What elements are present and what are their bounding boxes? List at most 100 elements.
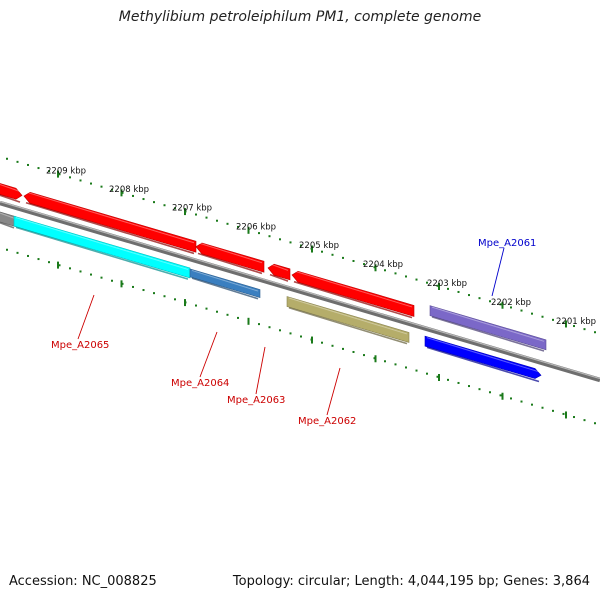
scale-dot [79, 179, 82, 182]
gene-feature[interactable] [291, 270, 415, 319]
scale-dot [258, 323, 260, 326]
scale-dot [153, 201, 155, 204]
label-leader-line [491, 247, 505, 297]
gene-feature[interactable] [267, 263, 291, 282]
scale-dot [541, 315, 544, 318]
scale-dot [394, 272, 397, 275]
gene-label-mpe-a2061[interactable]: Mpe_A2061 [478, 238, 536, 249]
gene-highlight [25, 191, 195, 244]
kbp-label: 2208 kbp [109, 185, 149, 195]
scale-dot [100, 185, 103, 188]
gene-shadow [293, 280, 413, 319]
scale-dot [163, 204, 166, 207]
kbp-label: 2203 kbp [427, 279, 467, 289]
scale-dot [489, 391, 491, 394]
scale-dot [111, 279, 113, 282]
genome-backbone [0, 200, 600, 383]
scale-dot [163, 295, 166, 298]
gene-shadow [288, 306, 408, 345]
scale-dot [27, 163, 29, 166]
gene-label-mpe-a2062[interactable]: Mpe_A2062 [298, 416, 356, 427]
scale-dot [352, 350, 355, 353]
scale-dot [541, 406, 544, 409]
scale-dot [132, 285, 134, 288]
kbp-label: 2201 kbp [556, 317, 596, 327]
scale-dot [363, 354, 365, 357]
gene-body[interactable] [23, 192, 197, 253]
scale-dot [321, 341, 323, 344]
scale-dot [468, 385, 470, 388]
scale-dot [478, 388, 481, 391]
scale-dot [174, 298, 176, 301]
gene-feature[interactable] [0, 211, 17, 229]
gene-highlight [15, 217, 189, 270]
genes-layer [0, 182, 547, 383]
gene-body[interactable] [286, 296, 410, 343]
gene-label-mpe-a2065[interactable]: Mpe_A2065 [51, 340, 109, 351]
gene-highlight [0, 183, 21, 192]
scale-dot [552, 318, 554, 321]
gene-shadow [15, 226, 189, 280]
scale-dot [489, 300, 491, 303]
scale-dot [499, 303, 502, 306]
scale-dot [394, 363, 397, 366]
gene-body[interactable] [267, 263, 291, 281]
gene-highlight [288, 297, 408, 335]
scale-dot [573, 325, 575, 328]
scale-dot [16, 251, 19, 254]
scale-dot [415, 278, 418, 281]
scale-dot [352, 259, 355, 262]
scale-dot [132, 194, 134, 197]
gene-feature-mpe-a2065[interactable] [13, 215, 191, 280]
label-leader-line [77, 294, 95, 340]
scale-dot [436, 284, 439, 287]
scale-dot [142, 289, 145, 292]
scale-dot [384, 360, 386, 363]
gene-shadow [25, 202, 195, 255]
scale-dot [583, 328, 586, 331]
gene-shadow [0, 194, 21, 203]
gene-feature[interactable] [23, 191, 197, 255]
gene-feature-mpe-a2061[interactable] [429, 305, 547, 352]
label-leader-line [199, 331, 218, 378]
gene-body[interactable] [424, 335, 542, 379]
kbp-label: 2206 kbp [236, 223, 276, 233]
gene-highlight [191, 269, 259, 292]
gene-feature[interactable] [195, 242, 265, 275]
scale-dot [153, 292, 155, 295]
gene-label-mpe-a2063[interactable]: Mpe_A2063 [227, 395, 285, 406]
scale-dot [111, 188, 113, 191]
gene-body[interactable] [13, 215, 191, 279]
scale-dot [27, 254, 29, 257]
scale-dot [205, 216, 208, 219]
gene-body[interactable] [291, 270, 415, 317]
gene-label-mpe-a2064[interactable]: Mpe_A2064 [171, 378, 229, 389]
scale-dot [562, 321, 565, 324]
label-leader-line [326, 367, 341, 416]
scale-dot [174, 207, 176, 210]
scale-dot [58, 264, 61, 267]
scale-dot [48, 170, 50, 173]
gene-highlight [269, 263, 289, 271]
gene-body[interactable] [195, 242, 265, 273]
scale-dot [478, 297, 481, 300]
scale-dot [237, 316, 239, 319]
gene-shadow [269, 273, 289, 282]
gene-feature-mpe-a2064[interactable] [189, 268, 261, 300]
gene-body[interactable] [189, 268, 261, 298]
scale-dot [531, 403, 533, 406]
scale-dot [405, 366, 407, 369]
gene-feature[interactable] [424, 335, 542, 383]
gene-highlight [426, 337, 540, 373]
gene-body[interactable] [0, 182, 23, 200]
scale-dot [216, 310, 218, 313]
scale-dot [594, 422, 596, 425]
gene-feature[interactable] [0, 182, 23, 203]
gene-body[interactable] [429, 305, 547, 351]
scale-dot [37, 167, 40, 170]
gene-feature-mpe-a2062[interactable] [286, 296, 410, 345]
accession-text: Accession: NC_008825 [9, 574, 157, 589]
scale-dot [58, 173, 61, 176]
scale-dot [321, 250, 323, 253]
